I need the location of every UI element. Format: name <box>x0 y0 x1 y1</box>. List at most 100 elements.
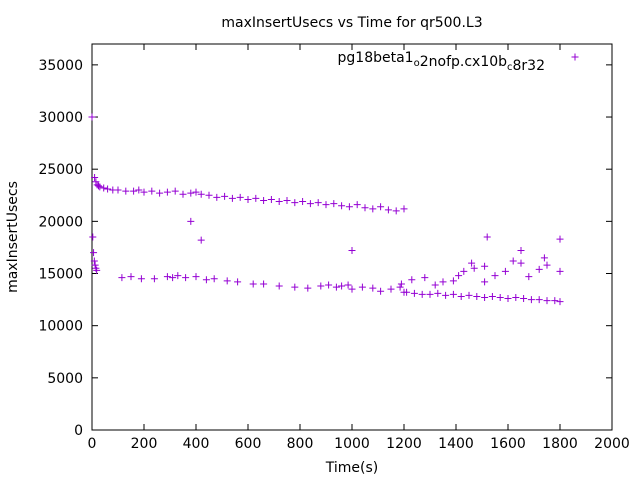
data-point <box>465 291 473 299</box>
data-point <box>481 278 489 286</box>
x-tick-label: 0 <box>88 436 97 452</box>
data-point <box>96 183 104 191</box>
data-point <box>135 186 143 194</box>
data-point <box>455 272 463 280</box>
data-point <box>517 259 525 267</box>
data-point <box>504 295 512 303</box>
data-point <box>304 284 312 292</box>
data-point <box>223 277 231 285</box>
legend-marker-glyph <box>571 53 579 61</box>
data-point <box>171 187 179 195</box>
data-point <box>543 297 551 305</box>
x-tick-label: 1800 <box>542 436 578 452</box>
legend-text-part: pg18beta1 <box>338 50 414 66</box>
data-point <box>210 275 218 283</box>
data-point <box>344 281 352 289</box>
data-point <box>322 201 330 209</box>
data-point <box>468 259 476 267</box>
data-point <box>91 261 99 269</box>
data-point <box>488 292 496 300</box>
x-axis: 0 200 400 600 800 1000 1200 1400 1600 1800 2000 <box>88 44 630 452</box>
data-point <box>244 195 252 203</box>
x-tick-label: 600 <box>235 436 262 452</box>
data-point <box>90 249 98 257</box>
data-point <box>330 200 338 208</box>
data-point <box>392 207 400 215</box>
data-point <box>540 254 548 262</box>
data-point <box>213 193 221 201</box>
data-point <box>228 194 236 202</box>
data-point <box>91 174 99 182</box>
y-tick-label: 5000 <box>47 371 83 387</box>
data-point <box>283 196 291 204</box>
data-point <box>252 194 260 202</box>
x-tick-label: 800 <box>287 436 314 452</box>
data-point <box>535 265 543 273</box>
x-tick-label: 400 <box>183 436 210 452</box>
data-point <box>348 247 356 255</box>
data-point <box>88 113 96 121</box>
data-point <box>457 292 465 300</box>
data-point <box>92 178 100 186</box>
data-point <box>325 281 333 289</box>
data-point <box>517 247 525 255</box>
data-point <box>377 203 385 211</box>
data-point <box>535 296 543 304</box>
data-point <box>527 296 535 304</box>
y-tick-label: 25000 <box>38 162 83 178</box>
data-point <box>400 205 408 213</box>
data-point <box>163 188 171 196</box>
x-tick-label: 1400 <box>438 436 474 452</box>
data-point <box>192 273 200 281</box>
data-point <box>95 182 102 190</box>
data-point <box>140 188 148 196</box>
data-point <box>122 187 130 195</box>
legend-text-part: 8r32 <box>513 58 545 74</box>
data-point <box>260 280 268 288</box>
data-point <box>481 262 489 270</box>
chart-title: maxInsertUsecs vs Time for qr500.L3 <box>221 15 482 31</box>
data-point <box>439 278 447 286</box>
data-point <box>130 187 138 195</box>
data-point <box>182 274 190 282</box>
x-tick-label: 1000 <box>334 436 370 452</box>
legend: pg18beta1o2nofp.cx10bc8r32 <box>338 50 579 74</box>
data-point <box>481 294 489 302</box>
data-point <box>89 233 97 241</box>
x-tick-label: 1200 <box>386 436 422 452</box>
data-point <box>104 185 112 193</box>
data-point <box>90 257 98 265</box>
data-point <box>491 272 499 280</box>
y-tick-label: 10000 <box>38 319 83 335</box>
data-point <box>332 283 340 291</box>
data-point <box>187 217 195 225</box>
data-point <box>384 206 392 214</box>
data-point <box>156 189 164 197</box>
data-point <box>348 285 356 293</box>
legend-label: pg18beta1o2nofp.cx10bc8r32 <box>338 50 545 74</box>
y-tick-label: 35000 <box>38 58 83 74</box>
data-point <box>314 199 322 207</box>
data-point <box>169 274 177 282</box>
data-point <box>460 267 468 275</box>
data-point <box>236 193 244 201</box>
data-point <box>418 290 426 298</box>
data-point <box>353 201 361 209</box>
data-point <box>449 277 457 285</box>
data-point <box>377 287 385 295</box>
data-point <box>543 261 551 269</box>
data-point <box>449 290 457 298</box>
data-point <box>275 198 283 206</box>
y-axis-label: maxInsertUsecs <box>5 181 21 293</box>
legend-subscript: c <box>507 62 513 73</box>
data-point <box>501 267 509 275</box>
legend-subscript: o <box>414 58 420 69</box>
data-point <box>197 190 205 198</box>
data-point <box>396 283 404 291</box>
data-point <box>202 276 210 284</box>
data-point <box>299 198 307 206</box>
data-point <box>525 273 533 281</box>
data-point <box>512 294 520 302</box>
data-point <box>260 196 268 204</box>
